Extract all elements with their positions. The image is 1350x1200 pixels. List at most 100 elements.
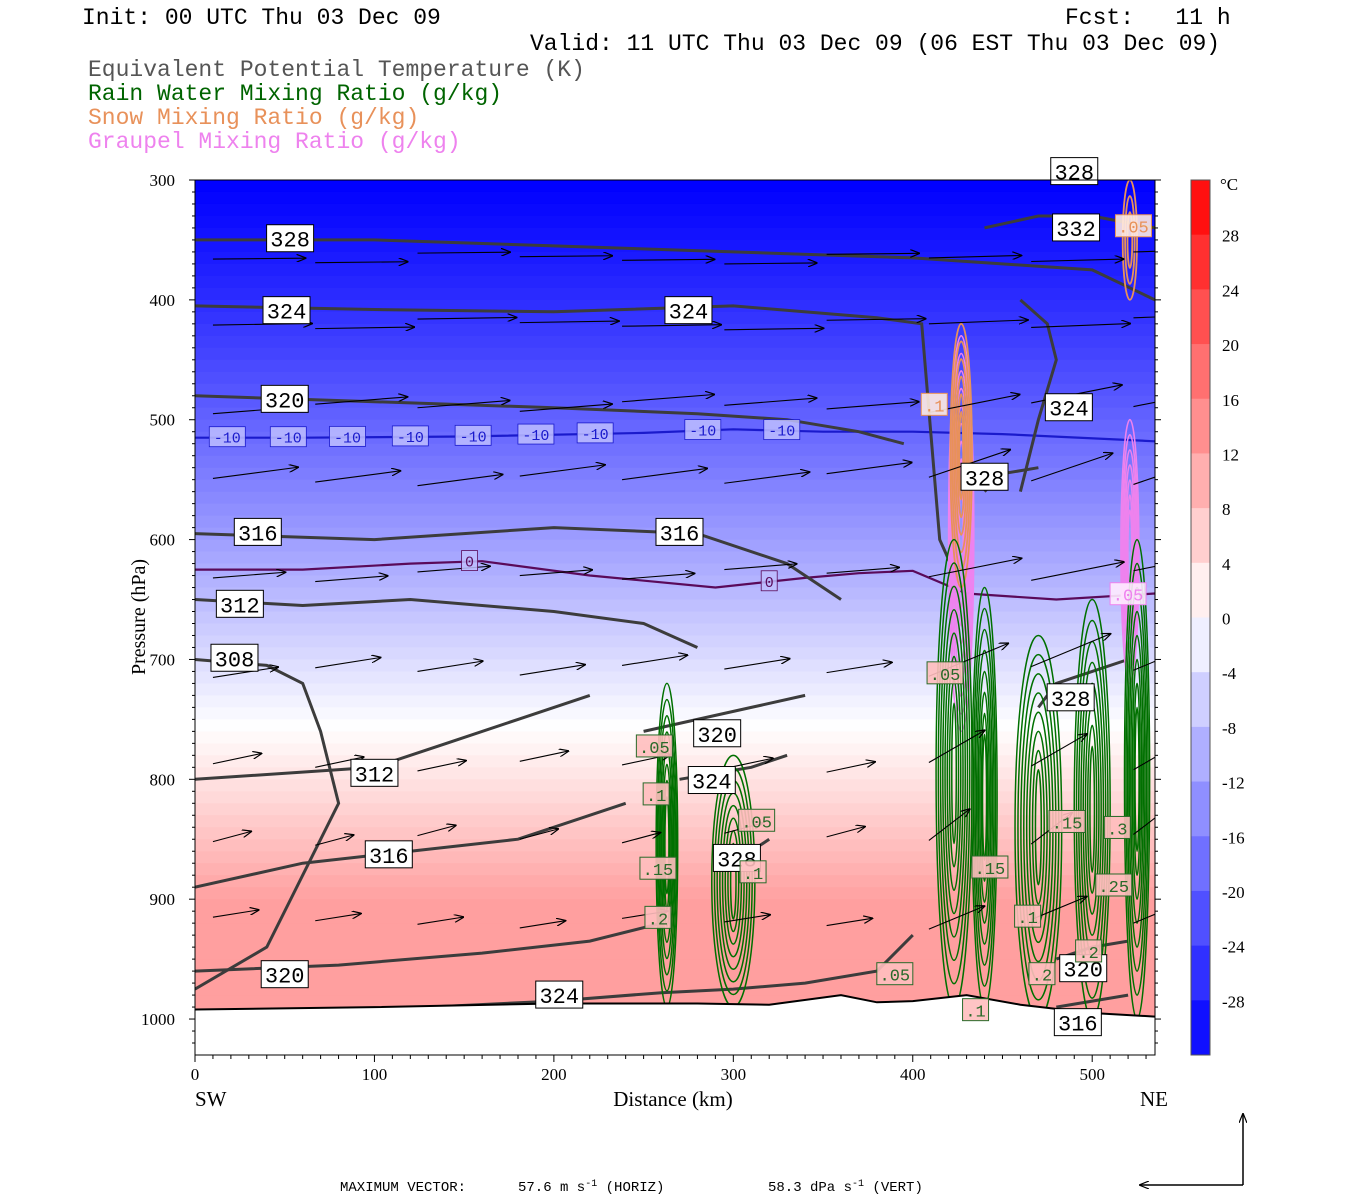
wind-vector	[621, 468, 707, 481]
wind-vector	[928, 320, 1028, 325]
theta-e-label-box	[266, 224, 315, 253]
wind-vector	[1031, 453, 1112, 482]
rain-label-box	[639, 856, 677, 880]
wind-vector	[417, 252, 510, 253]
theta-e-312	[195, 693, 591, 781]
graupel-contour	[949, 352, 974, 715]
theta-e-label-box	[260, 384, 309, 413]
rain-label-box	[926, 661, 964, 685]
wind-vector	[826, 662, 892, 674]
rain-label-box	[1048, 809, 1086, 833]
theta-e-label-box	[210, 643, 259, 672]
rain-label-box	[1028, 962, 1056, 986]
wind-vector	[826, 762, 875, 773]
wind-vector	[1030, 734, 1087, 767]
rain-contour	[1133, 682, 1141, 876]
ground-line	[194, 994, 1156, 1018]
theta-e-label: 320	[697, 724, 737, 749]
rain-contour	[1128, 610, 1146, 948]
rain-label-box	[962, 998, 990, 1022]
temp-band	[195, 647, 1155, 661]
wind-vector	[1133, 250, 1155, 253]
wind-key-title: MAXIMUM VECTOR:	[340, 1180, 466, 1196]
wind-vector	[826, 402, 919, 410]
plot-frame	[194, 179, 1156, 1056]
colorbar-swatch	[1191, 453, 1210, 509]
temp-band	[195, 635, 1155, 649]
colorbar-swatch	[1191, 1000, 1210, 1056]
x-tick-label: 0	[191, 1065, 200, 1084]
theta-e-316	[195, 526, 842, 601]
temp-band	[195, 479, 1155, 493]
theta-e-label-box	[1053, 1008, 1102, 1037]
rain-label: .05	[741, 814, 772, 833]
rain-contour	[972, 607, 997, 987]
wind-vector	[826, 319, 926, 321]
isotherm-label: -10	[460, 429, 487, 446]
isotherm-label-box	[329, 425, 366, 447]
wind-key-horiz-exp: -1	[585, 1179, 597, 1190]
rain-label: .15	[643, 862, 674, 881]
temp-band	[195, 227, 1155, 241]
colorbar-tick-label: -12	[1222, 774, 1245, 793]
isotherm-label-box	[763, 419, 801, 441]
isotherm-label-box	[760, 570, 778, 592]
legend-rain: Rain Water Mixing Ratio (g/kg)	[88, 81, 503, 107]
colorbar: °C 28 24 20 16 12 8 4 0 -4 -8 -12 -16 -20 -24 -28	[1190, 175, 1245, 1056]
wind-vector	[1133, 913, 1155, 924]
wind-vector	[519, 465, 605, 477]
wind-vector	[315, 397, 407, 405]
rain-label-box	[644, 905, 672, 929]
wind-vector	[519, 256, 612, 257]
wind-vector	[212, 467, 298, 480]
colorbar-tick-label: 28	[1222, 227, 1239, 246]
wind-vector	[417, 400, 510, 409]
theta-e-324	[1018, 298, 1058, 492]
wind-vector	[315, 757, 363, 768]
colorbar-tick-label: -24	[1222, 938, 1245, 957]
rain-contour	[937, 562, 971, 985]
colorbar-swatch	[1191, 781, 1210, 837]
legend-graupel: Graupel Mixing Ratio (g/kg)	[88, 129, 461, 155]
theta-e-label: 332	[1056, 218, 1096, 243]
rain-contour	[946, 655, 962, 891]
wind-vector	[212, 572, 285, 579]
x-tick-label: 300	[721, 1065, 747, 1084]
colorbar-tick-label: 8	[1222, 500, 1231, 519]
rain-contour	[659, 731, 675, 960]
theta-e-label-box	[260, 960, 309, 989]
wind-vector	[315, 327, 414, 329]
theta-e-label: 316	[238, 522, 278, 547]
temp-band	[195, 491, 1155, 505]
rain-label-box	[1075, 939, 1103, 963]
rain-label: .1	[965, 1004, 985, 1023]
theta-e-label-box	[655, 517, 704, 546]
temp-band	[195, 347, 1155, 361]
colorbar-tick-label: 16	[1222, 391, 1239, 410]
temp-band	[195, 431, 1155, 445]
wind-vector	[212, 910, 259, 918]
y-axis-label: Pressure (hPa)	[128, 559, 150, 675]
isotherm-label-box	[269, 426, 307, 448]
wind-vector	[1133, 817, 1155, 835]
rain-label-box	[642, 782, 670, 806]
theta-e-label: 316	[660, 522, 700, 547]
rain-contour	[1034, 768, 1043, 886]
theta-e-label-box	[1044, 393, 1093, 422]
wind-vectors	[212, 249, 1155, 930]
snow-contour	[1126, 211, 1134, 269]
temp-band	[195, 971, 1155, 984]
colorbar-swatch	[1191, 562, 1210, 618]
rain-label: .25	[1098, 879, 1129, 898]
isotherm-label-box	[461, 550, 478, 571]
temp-band	[195, 443, 1155, 457]
rain-label: .2	[1078, 945, 1098, 964]
rain-contour	[951, 702, 958, 845]
rain-contour	[1125, 562, 1149, 996]
temp-band	[195, 371, 1155, 385]
rain-contour	[980, 712, 989, 882]
rain-label: .1	[743, 866, 763, 885]
colorbar-swatch	[1191, 617, 1210, 673]
wind-vector	[724, 915, 770, 923]
theta-e-label-box	[535, 980, 584, 1009]
